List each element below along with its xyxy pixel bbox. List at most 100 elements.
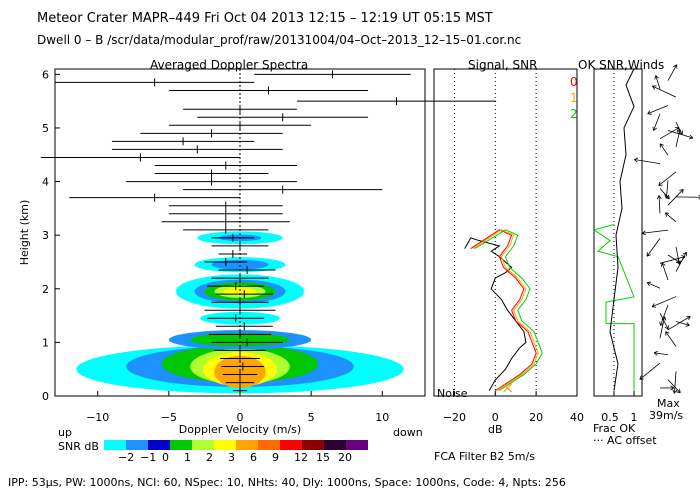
wind-arrow-head — [682, 251, 687, 257]
wind-arrow — [653, 113, 661, 131]
snr-legend-swatch — [258, 440, 280, 450]
snr-series-signal — [464, 237, 527, 391]
legend-up-label: up — [58, 426, 72, 439]
x-tick-label: −10 — [86, 411, 109, 424]
max-label: Max — [657, 397, 680, 410]
wind-arrow — [667, 189, 684, 206]
wind-arrow-head — [678, 130, 683, 135]
frac-ok-label: Frac OK — [593, 422, 636, 435]
wind-arrow — [647, 105, 669, 115]
snr-series-2 — [474, 229, 543, 392]
snr-legend-swatch — [104, 440, 126, 450]
doppler-panel: −10 −5 0 5 10 0 1 2 3 4 5 6 Doppler Velocity (m/s) He… — [18, 68, 497, 436]
wind-arrow — [659, 188, 670, 200]
snr-legend-tick: −2 — [118, 451, 135, 464]
wind-arrow — [675, 321, 690, 326]
snr-legend-swatch — [280, 440, 302, 450]
ok-plot-frame — [593, 68, 643, 397]
wind-arrow — [654, 352, 669, 356]
y-tick-label: 0 — [42, 390, 49, 403]
ac-offset-label: ··· AC offset — [593, 434, 657, 447]
snr-legend-swatch — [324, 440, 346, 450]
x-tick-label: 1 — [631, 411, 638, 424]
max-value: 39m/s — [649, 409, 684, 422]
y-tick-label: 5 — [42, 122, 49, 135]
wind-arrow — [675, 121, 683, 135]
footer-parameters: IPP: 53µs, PW: 1000ns, NCI: 60, NSpec: 1… — [8, 476, 566, 489]
wind-arrow — [661, 262, 669, 281]
snr-legend-tick: 20 — [338, 451, 352, 464]
wind-arrow — [659, 312, 669, 330]
x-tick-label: 0.5 — [601, 411, 619, 424]
wind-arrow-head — [659, 321, 664, 326]
wind-arrow-head — [665, 331, 670, 336]
snr-legend-swatch — [214, 440, 236, 450]
y-tick-label: 4 — [42, 176, 49, 189]
snr-legend-swatch — [148, 440, 170, 450]
snr-legend-tick: 9 — [272, 451, 279, 464]
y-tick-label: 1 — [42, 336, 49, 349]
wind-arrow-head — [652, 126, 657, 131]
wind-arrow — [652, 85, 677, 98]
header-dwell-path: Dwell 0 – B /scr/data/modular_prof/raw/2… — [37, 33, 522, 47]
noise-marker — [503, 383, 512, 393]
wind-arrow-head — [658, 181, 663, 186]
wind-arrow-head — [676, 388, 681, 394]
y-tick-label: 2 — [42, 283, 49, 296]
wind-arrow-head — [647, 110, 652, 115]
wind-arrow-head — [652, 85, 657, 90]
wind-arrow-head — [664, 212, 670, 217]
wind-arrow-head — [646, 252, 651, 257]
wind-arrow-head — [672, 389, 678, 394]
fca-filter-label: FCA Filter B2 5m/s — [434, 450, 535, 463]
wind-arrow-head — [664, 325, 669, 330]
y-tick-label: 3 — [42, 229, 49, 242]
snr-channel-1: 1 — [570, 91, 578, 105]
snr-legend-tick: 2 — [206, 451, 213, 464]
snr-legend-tick: 15 — [316, 451, 330, 464]
wind-arrow — [651, 296, 677, 308]
wind-arrow — [675, 246, 680, 265]
y-tick-label: 6 — [42, 68, 49, 81]
snr-legend-tick: 1 — [184, 451, 191, 464]
x-tick-label: 0 — [492, 411, 499, 424]
wind-arrow-head — [651, 303, 657, 308]
spectral-power-patch — [190, 333, 290, 347]
x-tick-label: 10 — [375, 411, 389, 424]
snr-legend-swatch — [126, 440, 148, 450]
wind-arrow-head — [698, 194, 700, 200]
x-tick-label: 0 — [237, 411, 244, 424]
wind-arrow-head — [641, 230, 647, 236]
wind-arrow-head — [673, 64, 678, 69]
header-title: Meteor Crater MAPR–449 Fri Oct 04 2013 1… — [37, 11, 493, 26]
wind-arrow — [639, 362, 661, 380]
wind-arrow — [667, 316, 691, 331]
spectral-power-patch — [222, 287, 258, 296]
wind-arrow — [667, 129, 693, 139]
snr-legend-tick: 3 — [228, 451, 235, 464]
snr-legend-tick: 0 — [162, 451, 169, 464]
legend-snr-label: SNR dB — [58, 440, 99, 453]
wind-arrow-head — [679, 188, 684, 194]
wind-arrow-head — [686, 316, 691, 321]
wind-arrow-head — [653, 350, 658, 356]
legend-down-label: down — [393, 426, 423, 439]
wind-arrow — [666, 180, 669, 199]
wind-arrow — [655, 75, 661, 89]
snr-legend-tick: 12 — [294, 451, 308, 464]
wind-arrow-head — [639, 375, 644, 380]
wind-arrow — [665, 212, 677, 223]
wind-barbs — [634, 64, 700, 394]
wind-arrow — [658, 171, 677, 186]
wind-arrow — [659, 143, 669, 156]
wind-arrow — [658, 195, 661, 214]
wind-arrow — [634, 159, 661, 165]
wind-arrow-head — [685, 322, 690, 327]
snr-series-0 — [470, 229, 537, 392]
x-tick-label: −5 — [161, 411, 177, 424]
wind-arrow — [659, 256, 686, 264]
wind-arrow-head — [676, 260, 682, 265]
wind-arrow-head — [654, 75, 659, 80]
